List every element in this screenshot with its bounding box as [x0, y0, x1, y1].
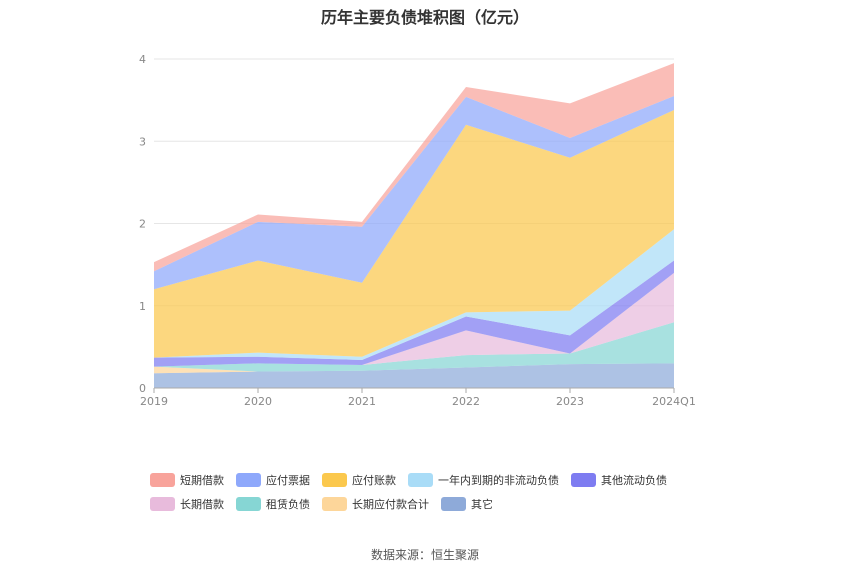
area-应付票据 — [154, 96, 674, 290]
area-其他流动负债 — [154, 260, 674, 367]
area-长期应付款合计 — [154, 363, 674, 374]
x-tick-label: 2022 — [452, 395, 480, 408]
legend-item[interactable]: 应付账款 — [322, 472, 396, 488]
y-tick-label: 4 — [139, 53, 146, 66]
area-series — [154, 63, 674, 388]
chart-title: 历年主要负债堆积图（亿元） — [320, 8, 529, 27]
legend-item[interactable]: 租赁负债 — [236, 496, 310, 512]
legend-swatch — [236, 497, 261, 511]
y-tick-label: 1 — [139, 300, 146, 313]
legend-label: 应付账款 — [352, 474, 396, 487]
area-租赁负债 — [154, 322, 674, 372]
y-tick-label: 0 — [139, 382, 146, 395]
y-tick-label: 2 — [139, 218, 146, 231]
legend-label: 一年内到期的非流动负债 — [438, 474, 559, 487]
legend-item[interactable]: 长期借款 — [150, 496, 224, 512]
legend-row: 短期借款 应付票据 应付账款 一年内到期的非流动负债 其他流动负债 — [150, 472, 730, 488]
axes: 0 1 2 3 4 2019 2020 2021 2022 2023 2024Q1 — [139, 53, 696, 408]
data-source: 数据来源：恒生聚源 — [370, 548, 479, 562]
legend-label: 长期应付款合计 — [352, 498, 429, 511]
legend-label: 其他流动负债 — [601, 474, 667, 487]
legend-label: 短期借款 — [180, 474, 224, 487]
legend-swatch — [408, 473, 433, 487]
x-tick-label: 2021 — [348, 395, 376, 408]
x-tick-label: 2020 — [244, 395, 272, 408]
legend-label: 其它 — [471, 498, 493, 511]
legend-item[interactable]: 一年内到期的非流动负债 — [408, 472, 559, 488]
y-tick-label: 3 — [139, 135, 146, 148]
area-一年内到期的非流动负债 — [154, 229, 674, 361]
area-短期借款 — [154, 63, 674, 272]
legend-item[interactable]: 其他流动负债 — [571, 472, 667, 488]
legend-item[interactable]: 长期应付款合计 — [322, 496, 429, 512]
x-tick-label: 2024Q1 — [652, 395, 696, 408]
legend: 短期借款 应付票据 应付账款 一年内到期的非流动负债 其他流动负债长期借款 租赁负债 长期应… — [150, 472, 730, 520]
legend-swatch — [571, 473, 596, 487]
stacked-area-chart: 0 1 2 3 4 2019 2020 2021 2022 2023 2024Q1 — [139, 53, 696, 408]
legend-swatch — [322, 497, 347, 511]
x-tick-label: 2023 — [556, 395, 584, 408]
area-应付账款 — [154, 109, 674, 358]
legend-label: 租赁负债 — [266, 498, 310, 511]
area-长期借款 — [154, 272, 674, 367]
legend-swatch — [236, 473, 261, 487]
legend-item[interactable]: 应付票据 — [236, 472, 310, 488]
legend-label: 应付票据 — [266, 474, 310, 487]
legend-swatch — [441, 497, 466, 511]
area-其它 — [154, 363, 674, 388]
legend-row: 长期借款 租赁负债 长期应付款合计 其它 — [150, 496, 730, 512]
legend-swatch — [150, 473, 175, 487]
legend-item[interactable]: 短期借款 — [150, 472, 224, 488]
legend-swatch — [150, 497, 175, 511]
legend-item[interactable]: 其它 — [441, 496, 493, 512]
x-tick-label: 2019 — [140, 395, 168, 408]
legend-label: 长期借款 — [180, 498, 224, 511]
legend-swatch — [322, 473, 347, 487]
